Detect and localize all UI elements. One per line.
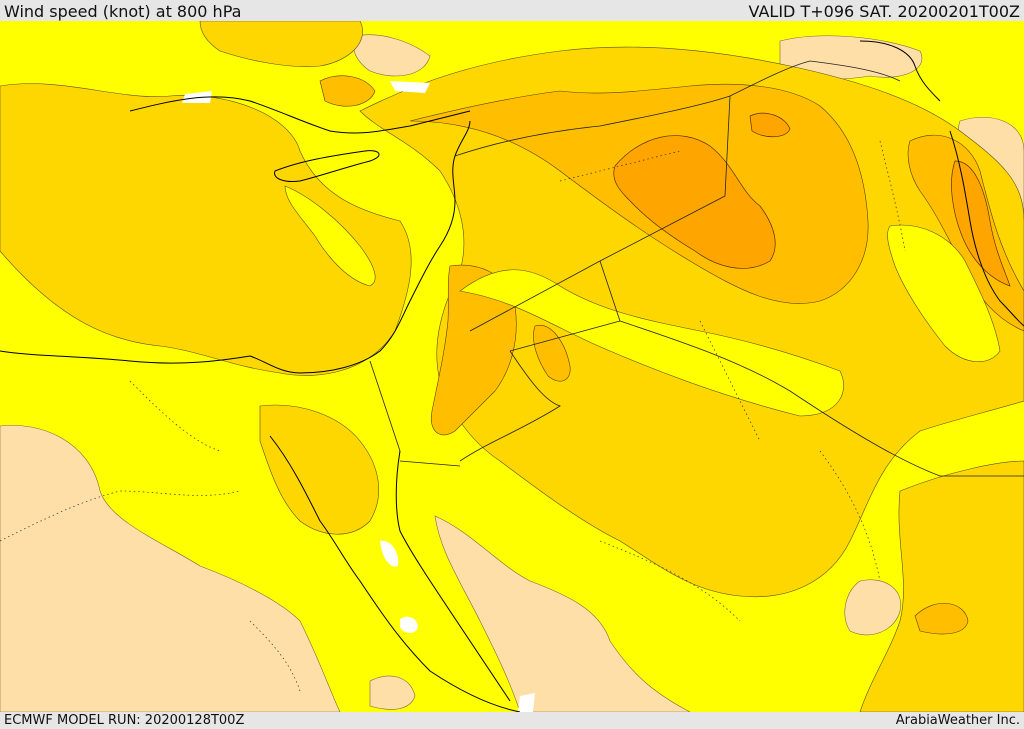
dotted-border-2 [0, 490, 241, 542]
gold-region-sinai [259, 404, 380, 535]
coastlines [0, 40, 1024, 712]
dotted-border-7 [249, 620, 301, 692]
orange-core-iraq [613, 135, 776, 269]
cyprus [274, 150, 380, 182]
border-jordan-east [459, 350, 561, 462]
white-patch-north [390, 81, 430, 93]
gold-region-north-strip [199, 21, 363, 67]
amber-region-cyprus-east [319, 75, 376, 107]
yellow-patch-mesopotamia [887, 224, 1001, 362]
gold-region-southeast [859, 460, 1024, 712]
caspian-coast [859, 40, 941, 102]
red-sea-east-coast [395, 450, 511, 702]
border-saudi-north [399, 460, 461, 467]
wind-speed-map [0, 21, 1024, 712]
white-patch-south [518, 693, 535, 712]
border-egypt-sinai [369, 360, 401, 452]
map-canvas [0, 21, 1024, 712]
province-borders [0, 140, 906, 692]
mediterranean-coast [0, 120, 471, 374]
tan-region-west [0, 424, 341, 712]
credit: ArabiaWeather Inc. [895, 713, 1020, 728]
gulf-coast [949, 130, 1024, 327]
border-iraq-saudi [599, 260, 1024, 477]
tan-region-south [369, 675, 416, 710]
yellow-patch-east [459, 269, 844, 417]
tan-region-east [844, 579, 901, 636]
gold-region-mediterranean [0, 83, 412, 376]
dotted-border-1 [129, 380, 221, 452]
border-iran-iraq [729, 60, 901, 97]
dotted-border-6 [599, 540, 741, 622]
border-jordan-saudi [509, 320, 621, 352]
border-syria-iraq [469, 95, 731, 332]
dotted-border-5 [819, 450, 881, 582]
amber-region-southeast [914, 602, 969, 635]
model-run: ECMWF MODEL RUN: 20200128T00Z [4, 713, 245, 728]
tan-region-arabia [434, 515, 691, 712]
white-patch-red-sea [400, 616, 418, 633]
footer-bar: ECMWF MODEL RUN: 20200128T00Z ArabiaWeat… [0, 712, 1024, 729]
border-turkey-syria [454, 95, 731, 157]
title-bar: Wind speed (knot) at 800 hPa VALID T+096… [0, 0, 1024, 21]
red-sea-west-coast [269, 435, 521, 712]
turkey-south-coast [129, 96, 471, 134]
country-borders [369, 60, 1024, 477]
valid-time: VALID T+096 SAT. 20200201T00Z [748, 2, 1020, 21]
dotted-border-3 [559, 150, 681, 182]
amber-region-small [533, 324, 571, 382]
map-title: Wind speed (knot) at 800 hPa [4, 2, 242, 21]
orange-core-gulf [951, 160, 1011, 287]
dotted-border-4 [699, 320, 761, 442]
white-patch-suez [380, 540, 399, 567]
white-patch-aegean [182, 91, 212, 103]
tan-region-northwest [352, 34, 431, 77]
yellow-patch-sinai [284, 185, 376, 287]
orange-core-small [749, 112, 791, 138]
